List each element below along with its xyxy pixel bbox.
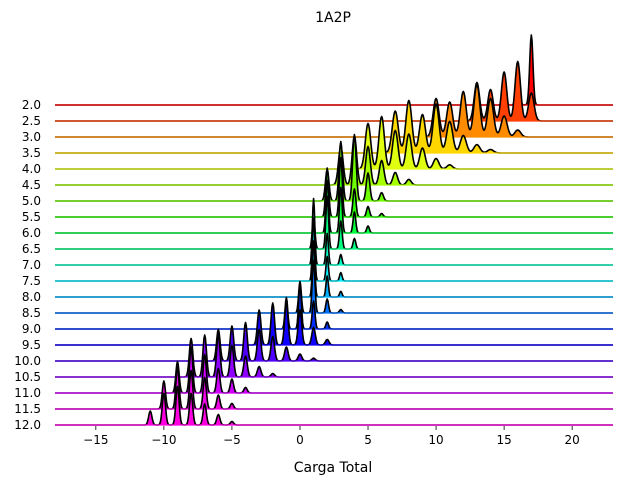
y-tick-label: 2.5 [22,114,41,128]
y-tick-label: 6.5 [22,242,41,256]
y-tick-label: 3.5 [22,146,41,160]
ridge-fill [55,303,613,345]
y-tick-label: 4.5 [22,178,41,192]
ridge-fill [55,84,613,137]
y-tick-label: 7.5 [22,274,41,288]
y-tick-label: 6.0 [22,226,41,240]
ridge-fill [55,196,613,249]
ridge-fill [55,198,613,265]
y-tick-label: 4.0 [22,162,41,176]
y-tick-label: 8.5 [22,306,41,320]
ridge-fill [55,347,613,393]
ridge-outline [54,282,614,330]
ridge-outline [54,115,614,170]
y-tick-label: 2.0 [22,98,41,112]
y-tick-label: 3.0 [22,130,41,144]
y-tick-label: 9.0 [22,322,41,336]
x-axis-label: Carga Total [294,460,372,476]
ridge-outline [54,302,614,346]
ridge-fill [55,180,613,233]
ridge-outline [54,156,614,218]
ridge-fill [55,283,613,329]
y-tick-label: 8.0 [22,290,41,304]
ridge-fill [55,335,613,377]
ridge-outline [54,133,614,202]
x-tick-label: 20 [565,433,580,447]
ridge-outline [54,346,614,394]
y-tick-label: 12.0 [14,418,41,432]
ridge-fill [55,157,613,217]
ridge-outline [54,334,614,378]
ridge-fill [55,136,613,185]
ridge-outline [54,195,614,250]
y-tick-label: 10.5 [14,370,41,384]
ridge-outline [54,259,614,314]
ridges-group [54,34,614,426]
y-tick-label: 7.0 [22,258,41,272]
x-tick-label: −10 [151,433,176,447]
ridge-fill [55,367,613,409]
y-tick-labels: 2.0 2.5 3.0 3.5 4.0 4.5 5.0 5.5 6.0 6.5 7.0 7.5 8.0 8… [14,98,41,432]
y-tick-label: 5.5 [22,210,41,224]
x-tick-label: −5 [223,433,241,447]
y-tick-label: 9.5 [22,338,41,352]
y-tick-label: 5.0 [22,194,41,208]
x-axis: −15 −10 −5 0 5 10 15 20 [83,426,580,447]
chart-title: 1A2P [315,10,351,26]
ridge-fill [55,134,613,201]
ridge-outline [54,179,614,234]
ridge-fill [55,260,613,313]
y-tick-label: 11.0 [14,386,41,400]
x-tick-label: 15 [496,433,511,447]
x-tick-label: 0 [296,433,304,447]
y-tick-label: 10.0 [14,354,41,368]
ridge-fill [55,116,613,169]
ridge-outline [54,366,614,410]
ridge-outline [54,197,614,266]
x-tick-label: −15 [83,433,108,447]
y-tick-label: 11.5 [14,402,41,416]
ridge-outline [54,135,614,186]
x-tick-label: 5 [364,433,372,447]
x-tick-label: 10 [428,433,443,447]
